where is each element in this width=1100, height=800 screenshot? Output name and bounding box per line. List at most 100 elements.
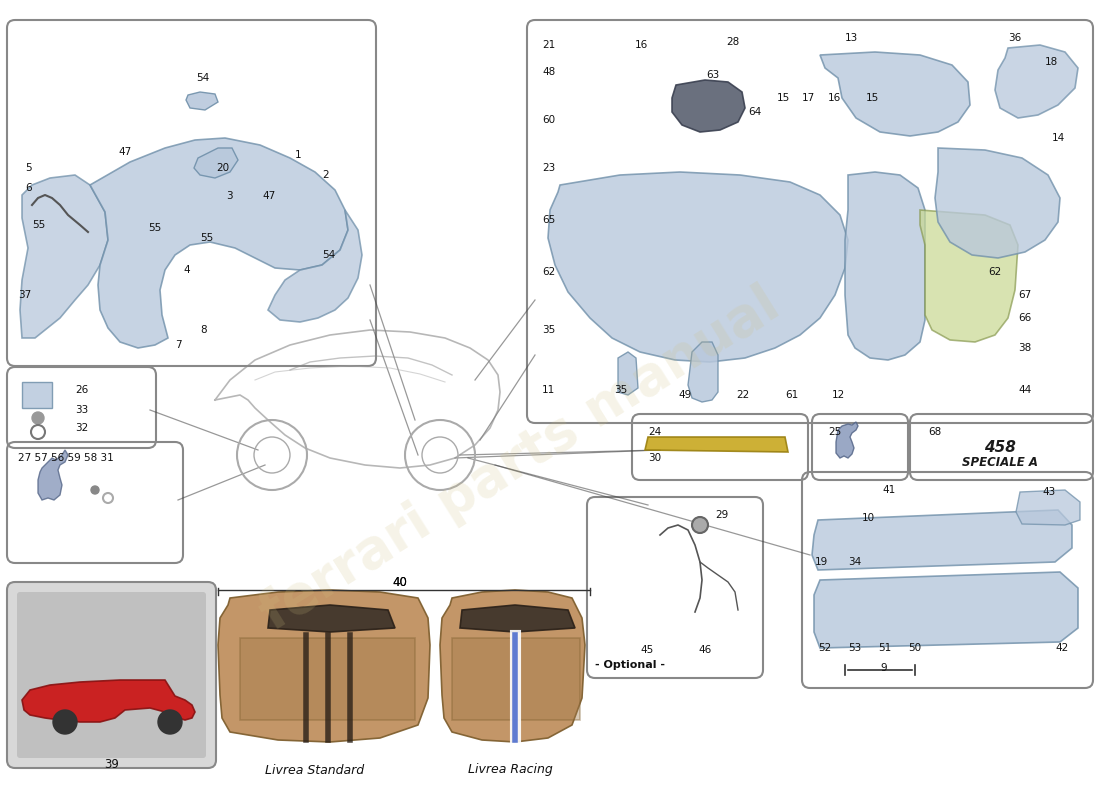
Circle shape [53,710,77,734]
Text: 7: 7 [175,340,182,350]
Polygon shape [240,638,415,720]
Polygon shape [688,342,718,402]
Polygon shape [194,148,238,178]
Text: 49: 49 [678,390,691,400]
Text: 6: 6 [25,183,32,193]
Text: 43: 43 [1042,487,1055,497]
Text: 27 57 56 59 58 31: 27 57 56 59 58 31 [18,453,113,463]
Text: 61: 61 [785,390,799,400]
Text: 46: 46 [698,645,712,655]
Text: 68: 68 [928,427,942,437]
Text: 21: 21 [542,40,556,50]
Text: 55: 55 [32,220,45,230]
Text: 67: 67 [1018,290,1032,300]
Text: 41: 41 [882,485,895,495]
Text: 48: 48 [542,67,556,77]
Text: 17: 17 [802,93,815,103]
Text: 66: 66 [1018,313,1032,323]
Text: 16: 16 [635,40,648,50]
Text: 52: 52 [818,643,832,653]
Polygon shape [618,352,638,395]
Text: 32: 32 [75,423,88,433]
Text: 53: 53 [848,643,861,653]
Text: 12: 12 [832,390,845,400]
Text: 3: 3 [226,191,232,201]
Text: 65: 65 [542,215,556,225]
Text: 1: 1 [295,150,301,160]
FancyBboxPatch shape [16,592,206,758]
Circle shape [692,517,708,533]
Polygon shape [814,572,1078,648]
Text: 42: 42 [1055,643,1068,653]
Text: 23: 23 [542,163,556,173]
Polygon shape [20,175,108,338]
Text: 24: 24 [648,427,661,437]
Polygon shape [90,138,348,348]
Text: 33: 33 [75,405,88,415]
Text: 64: 64 [748,107,761,117]
Text: 22: 22 [736,390,749,400]
Text: 45: 45 [640,645,653,655]
Text: 11: 11 [542,385,556,395]
Polygon shape [672,80,745,132]
Text: SPECIALE A: SPECIALE A [962,455,1038,469]
Text: 55: 55 [200,233,213,243]
Circle shape [91,486,99,494]
Text: 28: 28 [726,37,739,47]
Text: 40: 40 [393,575,407,589]
Polygon shape [452,638,580,720]
Text: 54: 54 [322,250,335,260]
Polygon shape [836,422,858,458]
Circle shape [158,710,182,734]
Polygon shape [645,437,788,452]
Text: 16: 16 [828,93,842,103]
Polygon shape [186,92,218,110]
Text: 5: 5 [25,163,32,173]
Text: 34: 34 [848,557,861,567]
Text: 44: 44 [1018,385,1032,395]
Polygon shape [1016,490,1080,525]
Text: 4: 4 [183,265,189,275]
Polygon shape [935,148,1060,258]
Polygon shape [22,680,195,722]
Text: 15: 15 [777,93,790,103]
Text: 20: 20 [216,163,229,173]
Text: ferrari parts manual: ferrari parts manual [251,278,789,642]
Text: 19: 19 [815,557,828,567]
Polygon shape [22,382,52,408]
Polygon shape [812,510,1072,570]
Text: 18: 18 [1045,57,1058,67]
Text: 30: 30 [648,453,661,463]
Text: 54: 54 [196,73,209,83]
Text: 14: 14 [1052,133,1065,143]
Text: 36: 36 [1008,33,1021,43]
Text: 35: 35 [542,325,556,335]
Polygon shape [268,605,395,632]
Text: 25: 25 [828,427,842,437]
Polygon shape [440,590,585,742]
Text: 50: 50 [908,643,921,653]
Text: 458: 458 [984,439,1016,454]
Polygon shape [218,590,430,742]
Text: 60: 60 [542,115,556,125]
Text: 8: 8 [200,325,207,335]
Polygon shape [268,210,362,322]
Text: 63: 63 [706,70,719,80]
Text: 15: 15 [866,93,879,103]
Text: 37: 37 [18,290,31,300]
Text: 9: 9 [880,663,887,673]
Text: - Optional -: - Optional - [595,660,666,670]
Polygon shape [460,605,575,632]
Text: 47: 47 [118,147,131,157]
Polygon shape [845,172,925,360]
Text: 29: 29 [715,510,728,520]
Polygon shape [996,45,1078,118]
Text: 51: 51 [878,643,891,653]
Text: 26: 26 [75,385,88,395]
Text: 62: 62 [542,267,556,277]
Text: 40: 40 [393,577,407,590]
Text: 62: 62 [988,267,1001,277]
Text: 39: 39 [104,758,120,770]
Text: 10: 10 [862,513,876,523]
Polygon shape [548,172,848,362]
